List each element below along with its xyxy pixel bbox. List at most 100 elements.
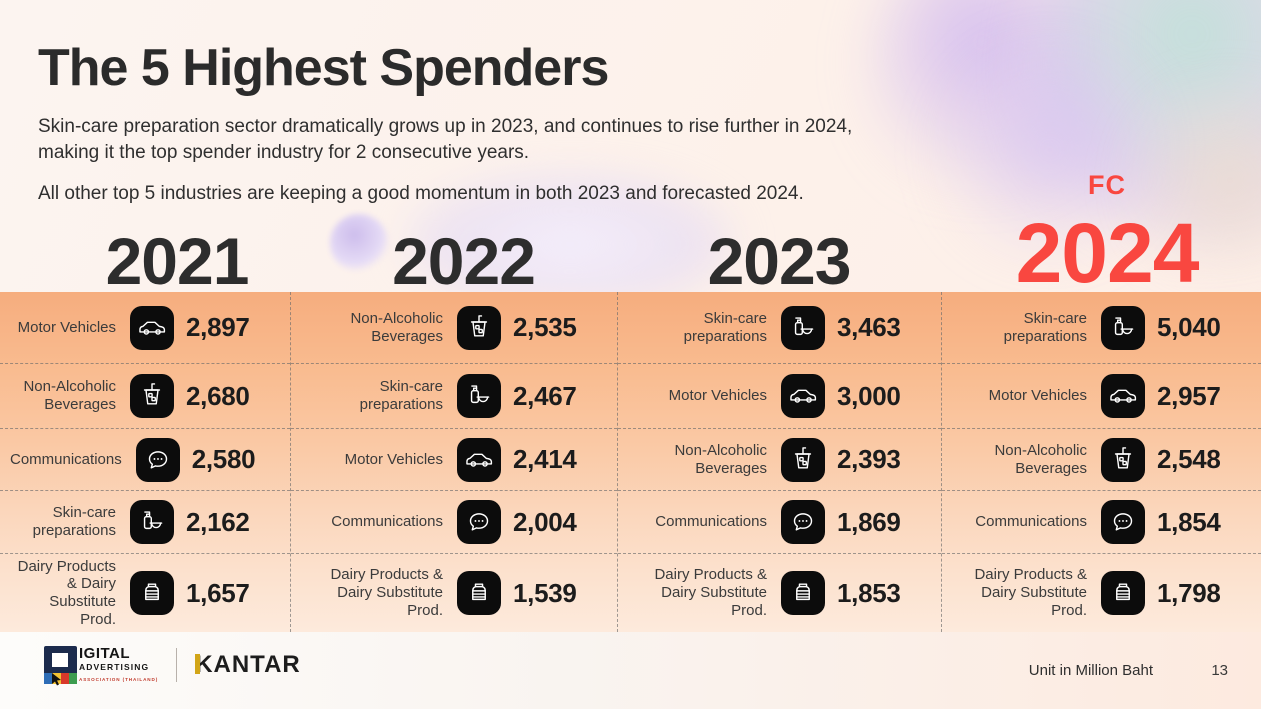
logo-divider xyxy=(176,648,178,682)
kantar-logo-text: KANTAR xyxy=(195,651,301,678)
spend-cell: Motor Vehicles 2,897 xyxy=(0,292,290,363)
spend-cell: Skin-care preparations 2,467 xyxy=(291,363,617,428)
car-icon xyxy=(781,374,825,418)
beverage-icon xyxy=(130,374,174,418)
spend-value: 1,854 xyxy=(1157,506,1221,537)
spend-column-2022: Non-Alcoholic Beverages 2,535 Skin-care pr… xyxy=(290,292,617,632)
spend-table: Motor Vehicles 2,897 Non-Alcoholic Beverag… xyxy=(0,292,1261,632)
spend-cell: Dairy Products & Dairy Substitute Prod. 1… xyxy=(291,553,617,632)
spend-cell: Non-Alcoholic Beverages 2,548 xyxy=(942,428,1261,490)
car-icon xyxy=(1101,374,1145,418)
car-icon xyxy=(130,305,174,350)
spend-value: 2,535 xyxy=(513,312,577,342)
spend-value: 1,798 xyxy=(1157,577,1221,608)
spend-value: 2,162 xyxy=(186,506,250,537)
industry-label: Dairy Products & Dairy Substitute Prod. xyxy=(974,566,1087,619)
chat-icon xyxy=(457,500,501,544)
dairy-icon xyxy=(457,571,501,615)
kantar-logo: KANTAR xyxy=(195,651,301,679)
page-number: 13 xyxy=(1211,662,1228,679)
spend-cell: Motor Vehicles 3,000 xyxy=(618,363,941,428)
spend-cell: Skin-care preparations 2,162 xyxy=(0,490,290,553)
year-label-2022: 2022 xyxy=(392,224,536,299)
industry-label: Motor Vehicles xyxy=(988,387,1087,405)
spend-value: 5,040 xyxy=(1157,312,1221,342)
daat-logo-icon xyxy=(44,646,77,686)
skincare-icon xyxy=(781,305,825,350)
industry-label: Non-Alcoholic Beverages xyxy=(350,309,443,345)
industry-label: Motor Vehicles xyxy=(17,318,116,336)
dairy-icon xyxy=(1101,571,1145,615)
industry-label: Motor Vehicles xyxy=(668,387,767,405)
footer: IGITAL ADVERTISING ASSOCIATION (THAILAND… xyxy=(0,632,1261,709)
year-label-2023: 2023 xyxy=(707,224,852,299)
spend-value: 2,004 xyxy=(513,506,577,537)
beverage-icon xyxy=(1101,437,1145,482)
spend-value: 1,657 xyxy=(186,577,250,608)
year-header-row: 2021 2022 2023 FC 2024 xyxy=(0,148,1261,300)
spend-column-2021: Motor Vehicles 2,897 Non-Alcoholic Beverag… xyxy=(0,292,290,632)
spend-cell: Communications 2,004 xyxy=(291,490,617,553)
spend-cell: Motor Vehicles 2,414 xyxy=(291,428,617,490)
industry-label: Communications xyxy=(10,450,122,468)
industry-label: Non-Alcoholic Beverages xyxy=(23,378,116,413)
logo-group: IGITAL ADVERTISING ASSOCIATION (THAILAND… xyxy=(44,645,301,686)
spend-cell: Skin-care preparations 3,463 xyxy=(618,292,941,363)
spend-value: 2,414 xyxy=(513,444,577,474)
industry-label: Communications xyxy=(655,513,767,531)
industry-label: Skin-care preparations xyxy=(32,504,116,539)
spend-value: 1,853 xyxy=(837,577,901,608)
industry-label: Dairy Products & Dairy Substitute Prod. xyxy=(330,566,443,619)
spend-cell: Non-Alcoholic Beverages 2,393 xyxy=(618,428,941,490)
industry-label: Non-Alcoholic Beverages xyxy=(994,441,1087,477)
spend-cell: Communications 2,580 xyxy=(0,428,290,490)
year-text: 2024 xyxy=(1015,205,1200,300)
daat-logo-text-digital: IGITAL xyxy=(79,645,131,662)
daat-logo: IGITAL ADVERTISING ASSOCIATION (THAILAND… xyxy=(44,645,159,686)
spend-value: 2,393 xyxy=(837,444,901,474)
daat-logo-text-advertising: ADVERTISING xyxy=(79,662,150,672)
industry-label: Motor Vehicles xyxy=(344,450,443,468)
spend-cell: Communications 1,854 xyxy=(942,490,1261,553)
industry-label: Non-Alcoholic Beverages xyxy=(674,441,767,477)
industry-label: Communications xyxy=(331,513,443,531)
spend-cell: Non-Alcoholic Beverages 2,535 xyxy=(291,292,617,363)
industry-label: Dairy Products & Dairy Substitute Prod. xyxy=(17,557,116,628)
forecast-tag: FC xyxy=(1088,169,1126,200)
spend-cell: Non-Alcoholic Beverages 2,680 xyxy=(0,363,290,428)
year-label-2024: FC 2024 xyxy=(1015,169,1200,300)
industry-label: Skin-care preparations xyxy=(683,309,767,345)
dairy-icon xyxy=(781,571,825,615)
skincare-icon xyxy=(130,500,174,544)
beverage-icon xyxy=(457,305,501,350)
spend-column-2024: Skin-care preparations 5,040 Motor Vehicle… xyxy=(941,292,1261,632)
spend-cell: Dairy Products & Dairy Substitute Prod. 1… xyxy=(618,553,941,632)
spend-cell: Motor Vehicles 2,957 xyxy=(942,363,1261,428)
daat-logo-text-association: ASSOCIATION (THAILAND) xyxy=(79,676,159,682)
unit-note: Unit in Million Baht xyxy=(1028,662,1153,679)
industry-label: Skin-care preparations xyxy=(359,378,443,413)
spend-value: 1,539 xyxy=(513,577,577,608)
spend-value: 2,897 xyxy=(186,312,250,342)
industry-label: Dairy Products & Dairy Substitute Prod. xyxy=(654,566,767,619)
year-label-2021: 2021 xyxy=(105,224,250,299)
spend-value: 2,548 xyxy=(1157,444,1221,474)
cursor-icon xyxy=(52,673,62,691)
industry-label: Communications xyxy=(975,513,1087,531)
spend-cell: Skin-care preparations 5,040 xyxy=(942,292,1261,363)
page-title: The 5 Highest Spenders xyxy=(38,39,609,97)
spend-value: 2,467 xyxy=(513,380,577,411)
spend-value: 2,580 xyxy=(191,444,256,474)
industry-label: Skin-care preparations xyxy=(1003,309,1087,345)
skincare-icon xyxy=(457,374,501,418)
chat-icon xyxy=(781,500,825,544)
spend-value: 1,869 xyxy=(837,506,901,537)
beverage-icon xyxy=(781,437,825,482)
subtitle-text: Skin-care preparation sector dramaticall… xyxy=(38,116,853,164)
spend-value: 3,463 xyxy=(837,312,901,342)
spend-value: 2,957 xyxy=(1157,380,1221,411)
chat-icon xyxy=(1101,500,1145,544)
dairy-icon xyxy=(130,571,174,615)
spend-cell: Communications 1,869 xyxy=(618,490,941,553)
